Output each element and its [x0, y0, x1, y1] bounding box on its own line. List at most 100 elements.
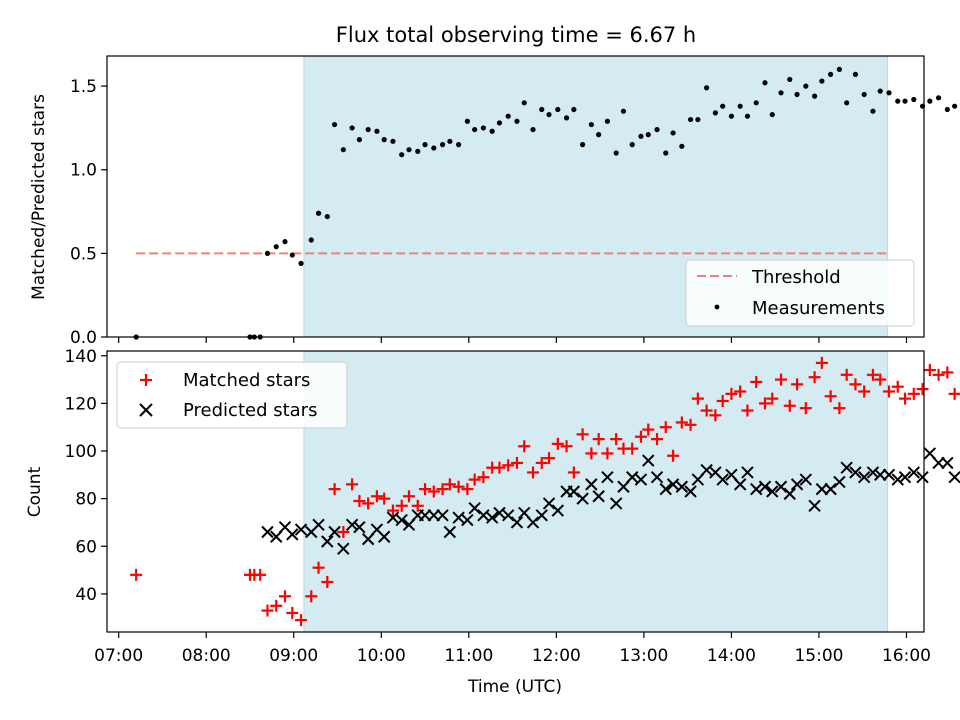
y-tick-label: 100: [65, 442, 97, 462]
predicted-star-point: [337, 542, 350, 555]
x-tick-label: 11:00: [444, 646, 493, 666]
x-axis-label: Time (UTC): [467, 677, 562, 697]
measurement-point: [289, 252, 295, 258]
predicted-star-point: [261, 525, 274, 539]
predicted-star-point: [551, 504, 565, 517]
matched-star-point: [758, 397, 771, 410]
predicted-star-point: [576, 492, 589, 505]
matched-star-point: [824, 390, 837, 403]
matched-star-point: [634, 430, 647, 443]
measurement-point: [762, 80, 768, 86]
measurement-point: [315, 210, 322, 216]
measurement-point: [580, 142, 586, 148]
matched-star-point: [510, 456, 523, 469]
matched-star-point: [328, 483, 341, 496]
matched-star-point: [286, 606, 299, 619]
matched-star-point: [783, 399, 796, 412]
predicted-star-point: [898, 471, 912, 484]
predicted-star-point: [468, 501, 481, 515]
measurement-point: [264, 250, 271, 256]
measurement-point: [911, 96, 917, 103]
measurement-point: [927, 98, 933, 104]
measurement-point: [539, 106, 545, 113]
predicted-star-point: [666, 478, 680, 491]
matched-star-point: [436, 483, 449, 496]
predicted-star-point: [916, 471, 929, 484]
predicted-star-point: [642, 454, 655, 467]
matched-star-point: [278, 590, 291, 603]
measurement-point: [613, 150, 619, 156]
measurement-point: [852, 71, 859, 77]
predicted-star-point: [418, 509, 432, 522]
predicted-star-point: [799, 473, 813, 486]
legend-predicted-label: Predicted stars: [183, 400, 317, 421]
measurement-point: [505, 113, 511, 119]
predicted-star-point: [626, 471, 639, 484]
matched-star-point: [461, 483, 474, 496]
x-tick-label: 14:00: [707, 646, 756, 666]
measurement-point: [794, 91, 800, 98]
predicted-star-point: [750, 482, 763, 496]
measurement-point: [604, 118, 611, 124]
predicted-star-point: [849, 466, 862, 479]
matched-star-point: [477, 471, 490, 484]
matched-star-point: [353, 495, 366, 508]
y-tick-label: 0.5: [70, 244, 97, 264]
measurement-point: [870, 108, 876, 114]
x-tick-label: 09:00: [269, 646, 318, 666]
measurement-point: [654, 126, 660, 133]
predicted-star-point: [427, 509, 441, 522]
matched-star-point: [321, 575, 334, 588]
measurement-point: [464, 118, 470, 124]
predicted-star-point: [592, 490, 605, 503]
predicted-star-point: [700, 463, 713, 477]
matched-star-point: [808, 371, 821, 384]
predicted-star-point: [659, 482, 672, 496]
measurement-point: [753, 100, 759, 106]
measurement-point: [489, 128, 495, 134]
x-tick-label: 12:00: [532, 646, 581, 666]
predicted-star-point: [477, 509, 490, 522]
predicted-star-point: [452, 511, 465, 524]
top-plot-frame: [106, 55, 925, 338]
measurement-point: [828, 71, 834, 77]
predicted-star-point: [286, 528, 299, 541]
top-y-axis-label: Matched/Predicted stars: [29, 94, 49, 300]
matched-star-point: [709, 409, 722, 422]
predicted-star-point: [741, 466, 754, 479]
predicted-star-point: [443, 525, 457, 539]
predicted-star-point: [377, 530, 391, 543]
predicted-star-point: [815, 482, 829, 496]
y-tick-label: 0.0: [70, 328, 97, 348]
predicted-star-point: [485, 511, 499, 524]
predicted-star-point: [866, 466, 880, 479]
predicted-star-point: [824, 482, 837, 496]
predicted-star-point: [328, 525, 341, 539]
observing-window-shade: [303, 350, 889, 633]
x-tick-label: 07:00: [94, 646, 143, 666]
matched-star-point: [667, 449, 680, 462]
matched-star-point: [725, 387, 738, 400]
predicted-star-point: [948, 471, 960, 484]
measurement-point: [273, 244, 279, 250]
measurement-point: [670, 130, 676, 136]
measurement-point: [695, 116, 701, 123]
bottom-plot-frame: [106, 350, 925, 633]
measurement-point: [340, 147, 346, 153]
matched-star-point: [916, 383, 929, 396]
matched-star-point: [691, 392, 704, 405]
measurement-point: [645, 132, 651, 138]
matched-star-point: [891, 380, 904, 393]
measurement-point: [861, 91, 867, 98]
predicted-star-point: [395, 513, 408, 527]
measurement-point: [331, 121, 338, 128]
measurement-point: [737, 103, 743, 109]
bottom-panel: 40 60 80 100 120 140 07:00 08:00 09:00 10:00 11:0…: [25, 347, 960, 697]
matched-star-point: [254, 568, 267, 581]
bottom-y-axis-label: Count: [25, 466, 45, 517]
predicted-star-point: [526, 516, 540, 529]
matched-star-point: [799, 402, 812, 415]
matched-star-point: [386, 504, 399, 517]
matched-star-point: [576, 428, 589, 441]
measurement-point: [663, 150, 669, 156]
